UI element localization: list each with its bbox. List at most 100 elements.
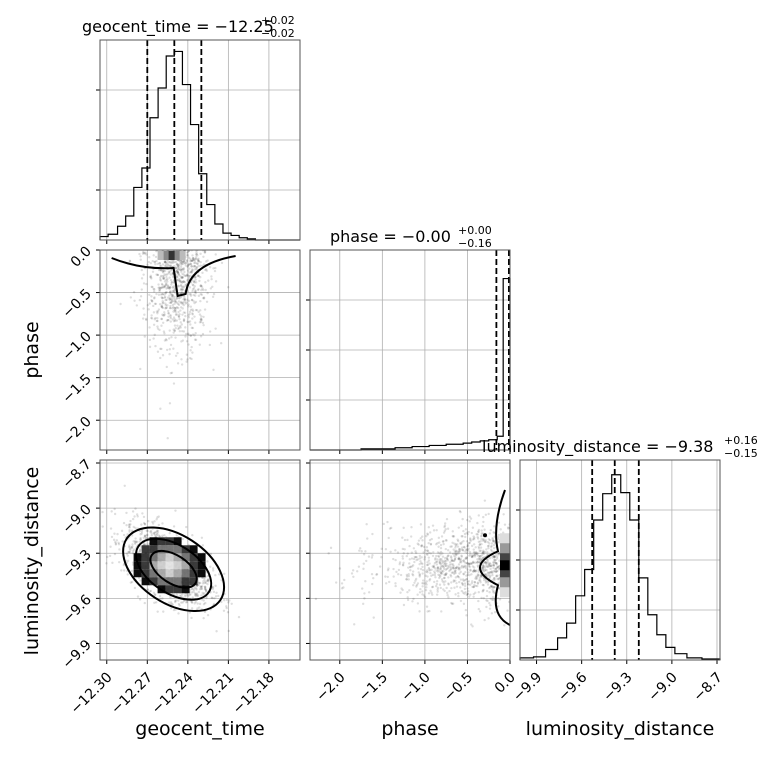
y-tick-label-phase: −1.5 (59, 371, 94, 406)
scatter-point (446, 566, 450, 570)
scatter-point (433, 573, 437, 577)
scatter-point (445, 586, 448, 590)
scatter-point (450, 571, 454, 574)
scatter-point (158, 303, 162, 306)
scatter-point (458, 572, 461, 575)
scatter-point (423, 558, 426, 561)
scatter-point (222, 609, 226, 612)
scatter-point (450, 556, 453, 559)
scatter-point (210, 596, 213, 599)
scatter-point (484, 572, 487, 576)
scatter-point (181, 276, 184, 279)
scatter-point (435, 560, 438, 564)
scatter-point (146, 588, 150, 591)
scatter-point (314, 597, 318, 601)
scatter-point (468, 565, 471, 569)
scatter-point (497, 567, 501, 571)
scatter-point (109, 545, 112, 548)
scatter-point (179, 283, 183, 287)
scatter-point (189, 259, 192, 262)
scatter-point (149, 261, 153, 265)
scatter-point (473, 584, 476, 587)
scatter-point (164, 304, 168, 307)
scatter-point (394, 584, 397, 588)
scatter-point (486, 599, 489, 603)
scatter-point (439, 565, 442, 569)
scatter-point (160, 305, 163, 309)
scatter-point (459, 542, 463, 546)
scatter-point (491, 595, 495, 599)
scatter-point (191, 533, 194, 537)
scatter-point (495, 557, 499, 560)
x-tick-label-geocent_time: −12.27 (108, 670, 156, 718)
scatter-point (181, 260, 184, 263)
scatter-point (463, 587, 467, 591)
scatter-point (179, 268, 182, 271)
scatter-point (165, 306, 168, 309)
scatter-point (117, 560, 121, 564)
scatter-point (472, 585, 475, 589)
scatter-point (412, 584, 415, 587)
scatter-point (189, 262, 192, 266)
scatter-point (147, 260, 151, 264)
scatter-point (149, 529, 153, 533)
scatter-point (199, 264, 202, 267)
scatter-point (228, 599, 231, 602)
scatter-point (180, 262, 184, 266)
scatter-point (138, 298, 142, 302)
scatter-point (177, 599, 180, 602)
scatter-point (163, 295, 167, 299)
scatter-point (128, 529, 131, 532)
scatter-point (476, 560, 479, 564)
scatter-point (204, 281, 207, 284)
scatter-point (490, 564, 493, 568)
scatter-point (497, 533, 501, 537)
scatter-point (164, 260, 167, 264)
scatter-point (168, 287, 171, 290)
scatter-point (497, 605, 500, 608)
scatter-point (491, 556, 494, 559)
scatter-point (154, 255, 158, 259)
scatter-point (493, 558, 497, 562)
scatter-point (467, 580, 470, 583)
scatter-point (163, 285, 166, 289)
scatter-point (442, 569, 445, 573)
scatter-point (367, 555, 371, 558)
scatter-point (429, 531, 432, 534)
scatter-point (212, 267, 215, 270)
scatter-point (197, 257, 200, 261)
scatter-point (465, 577, 468, 581)
scatter-point (497, 535, 500, 539)
scatter-point (203, 251, 206, 254)
scatter-point (190, 616, 193, 620)
scatter-point (200, 315, 203, 318)
scatter-point (165, 287, 168, 290)
scatter-point (129, 296, 133, 299)
scatter-point (227, 601, 230, 604)
scatter-point (507, 527, 510, 530)
scatter-point (183, 594, 187, 597)
scatter-point (449, 573, 452, 577)
scatter-point (174, 298, 177, 301)
scatter-point (476, 552, 479, 555)
scatter-point (372, 616, 375, 619)
scatter-point (205, 300, 209, 303)
scatter-point (177, 327, 180, 331)
scatter-point (446, 559, 450, 562)
scatter-point (110, 535, 114, 539)
scatter-point (204, 586, 207, 589)
scatter-point (172, 525, 176, 528)
scatter-point (421, 590, 424, 593)
scatter-point (448, 589, 451, 593)
density-cell (149, 537, 158, 546)
scatter-point (132, 525, 135, 529)
scatter-point (193, 268, 197, 271)
scatter-point (185, 259, 189, 262)
scatter-point (193, 279, 196, 283)
scatter-point (165, 278, 168, 282)
scatter-point (403, 548, 406, 551)
scatter-point (363, 597, 366, 600)
scatter-point (457, 568, 460, 571)
scatter-point (202, 580, 205, 583)
scatter-point (481, 551, 485, 555)
